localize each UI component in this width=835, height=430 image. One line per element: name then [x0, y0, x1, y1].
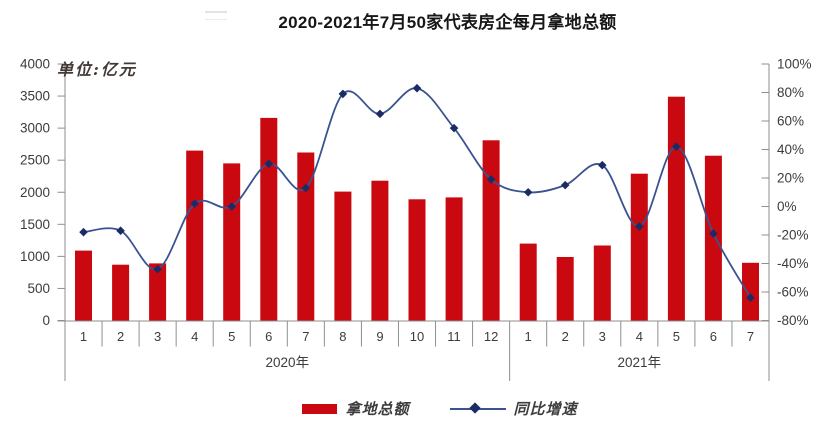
left-axis-tick-label: 2500 — [20, 153, 50, 168]
legend: 拿地总额 同比增速 — [0, 398, 835, 419]
legend-label-bar: 拿地总额 — [345, 400, 410, 418]
bar-month-3 — [149, 263, 167, 321]
bar-month-1 — [519, 243, 537, 321]
trend-marker-4 — [635, 222, 644, 231]
month-label: 10 — [410, 329, 424, 344]
diamond-marker-icon — [468, 402, 481, 414]
month-label: 2 — [562, 329, 569, 344]
left-axis-unit-label: 单位:亿元 — [57, 60, 137, 79]
month-label: 6 — [265, 329, 272, 344]
bar-month-2 — [112, 264, 130, 321]
left-axis-tick-label: 3000 — [20, 121, 50, 136]
month-label: 1 — [525, 329, 532, 344]
bar-month-4 — [630, 173, 648, 321]
month-label: 4 — [636, 329, 643, 344]
bar-month-7 — [297, 152, 315, 321]
trend-marker-7 — [301, 183, 311, 193]
right-axis-tick-label: -80% — [777, 313, 809, 328]
chart-title: 2020-2021年7月50家代表房企每月拿地总额 — [278, 13, 617, 32]
bar-month-11 — [445, 197, 463, 321]
trend-marker-5 — [672, 142, 681, 151]
month-label: 1 — [80, 329, 87, 344]
line-series-swatch — [449, 402, 506, 414]
trend-marker-4 — [190, 199, 199, 208]
right-axis-tick-label: -40% — [777, 256, 809, 271]
legend-item-bar: 拿地总额 — [302, 398, 409, 419]
month-label: 2 — [117, 329, 124, 344]
right-axis-tick-label: -60% — [777, 285, 809, 300]
month-label: 9 — [376, 329, 383, 344]
right-axis-tick-label: 40% — [777, 142, 804, 157]
month-label: 12 — [484, 329, 498, 344]
trend-marker-8 — [338, 89, 348, 99]
right-axis-tick-label: 20% — [777, 171, 804, 186]
bar-month-8 — [334, 191, 352, 321]
right-axis-tick-label: 0% — [777, 199, 797, 214]
month-label: 11 — [447, 329, 461, 344]
bar-month-12 — [482, 140, 500, 321]
month-label: 5 — [673, 329, 680, 344]
trend-marker-5 — [227, 202, 237, 211]
month-label: 3 — [599, 329, 606, 344]
trend-marker-6 — [709, 229, 718, 238]
trend-marker-11 — [449, 123, 459, 133]
month-label: 6 — [710, 329, 717, 344]
bar-month-6 — [260, 117, 278, 322]
month-label: 7 — [302, 329, 309, 344]
month-label: 8 — [339, 329, 346, 344]
month-label: 7 — [747, 329, 754, 344]
trend-marker-12 — [486, 175, 496, 184]
month-label: 5 — [228, 329, 235, 344]
year-label: 2020年 — [266, 355, 310, 370]
bar-month-4 — [186, 150, 204, 321]
left-axis-tick-label: 0 — [42, 313, 50, 328]
trend-marker-1 — [79, 227, 88, 237]
left-axis-tick-label: 500 — [27, 281, 50, 296]
trend-marker-10 — [412, 83, 422, 93]
right-axis-tick-label: 60% — [777, 114, 804, 129]
bar-month-10 — [408, 199, 426, 321]
left-axis-tick-label: 3500 — [20, 89, 50, 104]
left-axis-tick-label: 1500 — [20, 217, 50, 232]
month-label: 4 — [191, 329, 198, 344]
trend-marker-2 — [560, 180, 570, 190]
trend-marker-9 — [375, 109, 385, 119]
year-label: 2021年 — [618, 355, 662, 370]
left-axis-tick-label: 4000 — [20, 57, 50, 72]
bar-month-9 — [371, 180, 389, 321]
month-label: 3 — [154, 329, 161, 344]
trend-marker-1 — [523, 187, 533, 197]
trend-marker-7 — [746, 293, 755, 302]
bar-series-swatch — [302, 403, 338, 414]
bar-month-5 — [223, 163, 241, 321]
left-axis-tick-label: 2000 — [20, 185, 50, 200]
watermark-dash — [205, 11, 227, 20]
right-axis-tick-label: 100% — [777, 57, 812, 72]
trend-marker-3 — [153, 264, 162, 274]
bar-month-1 — [75, 250, 92, 321]
right-axis-tick-label: -20% — [777, 228, 809, 243]
bar-month-6 — [704, 155, 722, 321]
left-axis-tick-label: 1000 — [20, 249, 50, 264]
legend-item-line: 同比增速 — [449, 398, 578, 419]
bar-month-5 — [667, 96, 685, 321]
bar-month-7 — [742, 262, 759, 321]
chart-header: 2020-2021年7月50家代表房企每月拿地总额 — [0, 8, 835, 33]
bar-month-3 — [593, 245, 611, 321]
right-axis-tick-label: 80% — [777, 85, 804, 100]
bar-month-2 — [556, 257, 574, 321]
legend-label-line: 同比增速 — [513, 400, 578, 418]
trend-marker-2 — [116, 226, 125, 236]
trend-marker-6 — [264, 159, 274, 169]
trend-marker-3 — [597, 160, 607, 170]
